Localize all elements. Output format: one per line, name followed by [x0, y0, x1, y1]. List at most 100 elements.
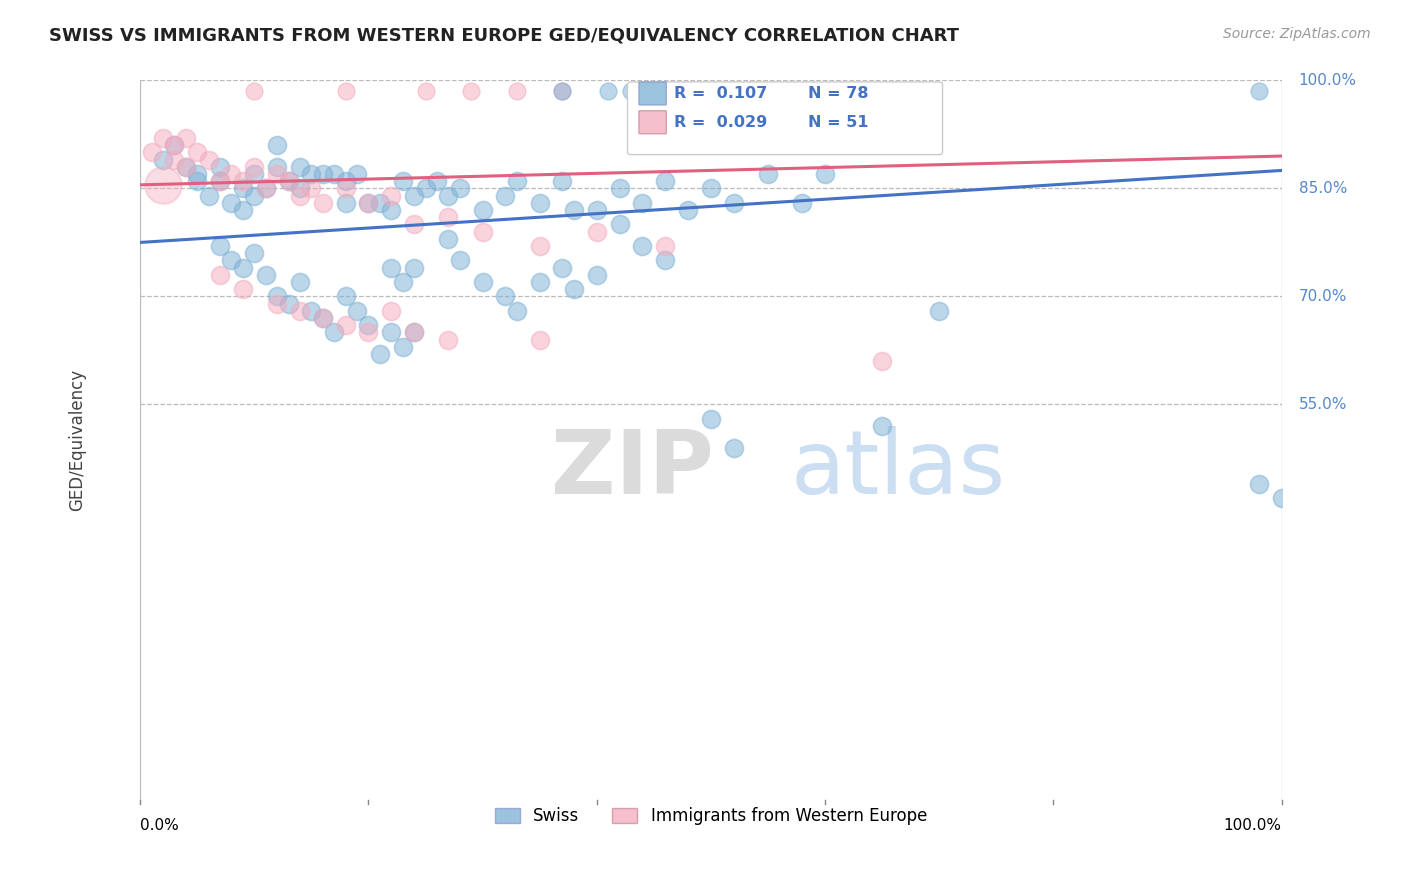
Point — [299, 303, 322, 318]
Point — [232, 174, 254, 188]
Point — [209, 160, 232, 174]
Point — [357, 318, 380, 333]
Point — [870, 419, 893, 434]
Point — [654, 239, 676, 253]
Point — [277, 174, 299, 188]
Point — [312, 167, 335, 181]
Point — [323, 326, 346, 340]
Point — [152, 131, 174, 145]
Point — [232, 181, 254, 195]
Point — [232, 260, 254, 275]
FancyBboxPatch shape — [638, 82, 666, 105]
Point — [312, 195, 335, 210]
Point — [585, 202, 607, 217]
Point — [631, 195, 654, 210]
Point — [221, 195, 243, 210]
Point — [335, 181, 357, 195]
Point — [335, 318, 357, 333]
Point — [494, 188, 516, 202]
Point — [391, 340, 413, 354]
Point — [562, 202, 585, 217]
Text: 70.0%: 70.0% — [1299, 289, 1347, 304]
FancyBboxPatch shape — [638, 111, 666, 134]
Point — [654, 253, 676, 268]
Point — [299, 167, 322, 181]
Point — [163, 138, 186, 153]
Point — [391, 174, 413, 188]
Point — [254, 181, 277, 195]
Point — [449, 253, 471, 268]
Point — [186, 167, 208, 181]
Point — [186, 174, 208, 188]
Point — [254, 268, 277, 282]
Point — [723, 195, 745, 210]
Text: GED/Equivalency: GED/Equivalency — [69, 369, 86, 511]
Point — [551, 84, 574, 98]
Point — [357, 195, 380, 210]
Point — [174, 160, 197, 174]
Point — [700, 181, 723, 195]
Text: atlas: atlas — [790, 425, 1005, 513]
Text: 100.0%: 100.0% — [1299, 73, 1357, 88]
Point — [380, 303, 402, 318]
Point — [277, 296, 299, 310]
Text: SWISS VS IMMIGRANTS FROM WESTERN EUROPE GED/EQUIVALENCY CORRELATION CHART: SWISS VS IMMIGRANTS FROM WESTERN EUROPE … — [49, 27, 959, 45]
Point — [494, 289, 516, 303]
Text: 55.0%: 55.0% — [1299, 397, 1347, 412]
Point — [1270, 491, 1292, 505]
Point — [197, 188, 219, 202]
Point — [335, 84, 357, 98]
Point — [221, 253, 243, 268]
Point — [814, 167, 837, 181]
Point — [620, 84, 643, 98]
Point — [335, 289, 357, 303]
Point — [404, 326, 426, 340]
Point — [562, 282, 585, 296]
Text: ZIP: ZIP — [551, 425, 714, 513]
Point — [404, 260, 426, 275]
Point — [266, 296, 288, 310]
Point — [209, 268, 232, 282]
Point — [243, 188, 266, 202]
Point — [676, 84, 699, 98]
Point — [870, 354, 893, 368]
Point — [471, 202, 494, 217]
Point — [266, 160, 288, 174]
Point — [277, 174, 299, 188]
Point — [243, 167, 266, 181]
Point — [288, 275, 311, 289]
Point — [141, 145, 163, 160]
Point — [380, 188, 402, 202]
Point — [266, 289, 288, 303]
Point — [506, 303, 529, 318]
Point — [186, 145, 208, 160]
Point — [232, 202, 254, 217]
Point — [792, 195, 814, 210]
Point — [471, 225, 494, 239]
Text: N = 51: N = 51 — [808, 115, 869, 129]
Point — [404, 326, 426, 340]
Point — [551, 84, 574, 98]
Point — [174, 131, 197, 145]
Point — [437, 232, 460, 246]
Point — [404, 188, 426, 202]
Point — [585, 225, 607, 239]
Point — [243, 84, 266, 98]
Point — [357, 195, 380, 210]
Point — [288, 303, 311, 318]
Point — [1247, 476, 1270, 491]
Point — [163, 153, 186, 167]
Point — [209, 174, 232, 188]
Point — [288, 181, 311, 195]
Point — [163, 138, 186, 153]
Point — [266, 138, 288, 153]
Point — [266, 167, 288, 181]
Point — [197, 153, 219, 167]
Point — [368, 195, 391, 210]
Point — [415, 84, 437, 98]
Point — [460, 84, 482, 98]
Point — [654, 84, 676, 98]
Point — [243, 160, 266, 174]
Legend: Swiss, Immigrants from Western Europe: Swiss, Immigrants from Western Europe — [488, 800, 934, 831]
Point — [437, 188, 460, 202]
